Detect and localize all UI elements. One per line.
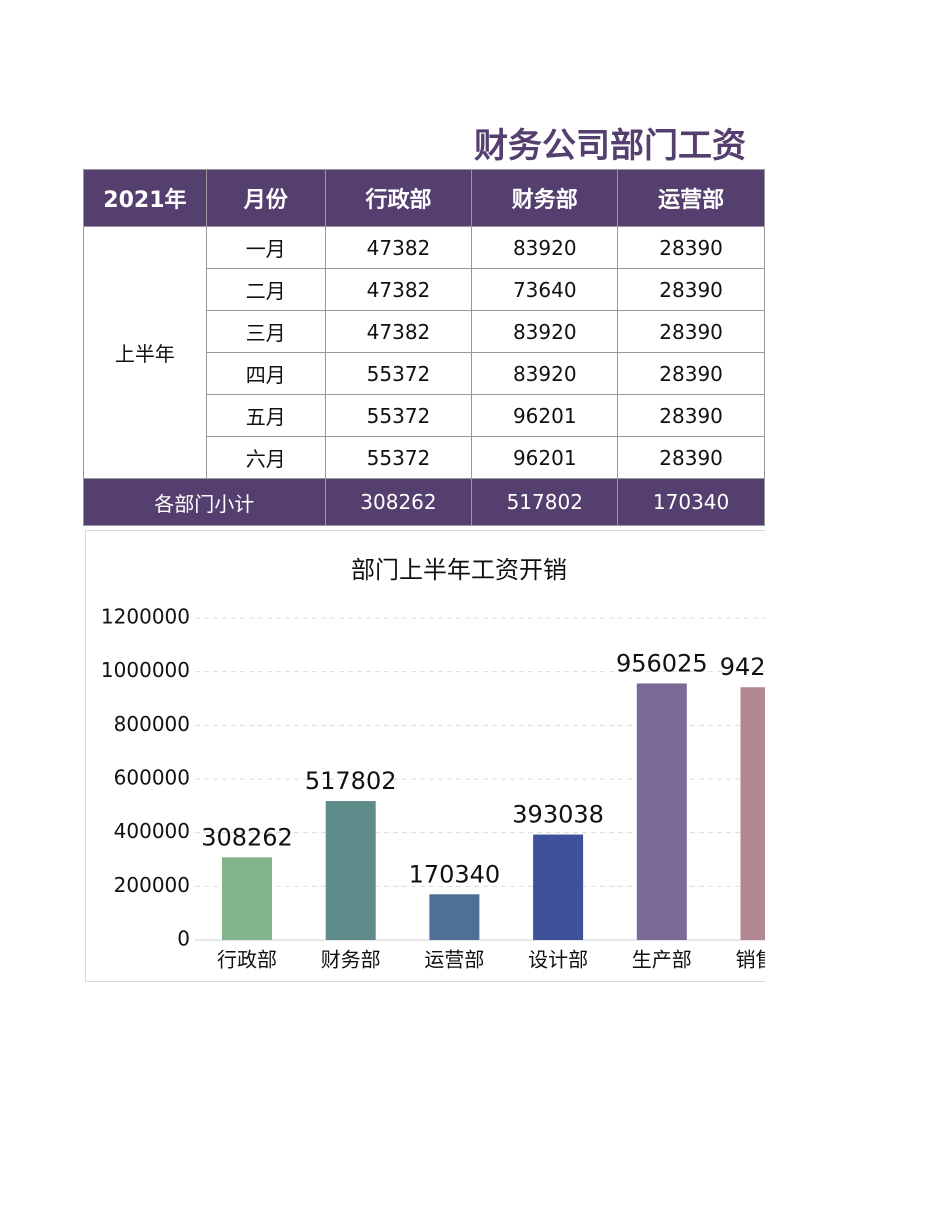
subtotal-cell: 517802 (471, 478, 619, 526)
bar (222, 857, 272, 940)
subtotal-row: 各部门小计 308262 517802 170340 (83, 478, 765, 526)
data-label: 393038 (512, 801, 604, 829)
chart-title: 部门上半年工资开销 (351, 556, 567, 584)
y-tick-label: 0 (177, 927, 190, 951)
data-label: 170340 (409, 860, 501, 888)
value-cell: 73640 (471, 268, 619, 311)
value-cell: 96201 (471, 436, 619, 479)
header-cell: 月份 (205, 169, 326, 227)
y-tick-label: 400000 (114, 819, 190, 843)
month-cell: 一月 (205, 226, 326, 269)
group-cell: 上半年 (83, 226, 207, 479)
header-row: 2021年 月份 行政部 财务部 运营部 (83, 169, 765, 227)
bar (533, 834, 584, 940)
x-tick-label: 设计部 (528, 948, 588, 972)
value-cell: 28390 (617, 352, 765, 395)
month-cell: 四月 (205, 352, 326, 395)
salary-table: 2021年 月份 行政部 财务部 运营部 上半年 一月 47382 83920 28390 二月 47… (83, 169, 765, 526)
month-cell: 二月 (205, 268, 326, 311)
value-cell: 28390 (617, 436, 765, 479)
value-cell: 28390 (617, 226, 765, 269)
bar (740, 687, 765, 940)
header-cell: 2021年 (83, 169, 207, 227)
data-label: 517802 (305, 767, 397, 795)
y-tick-label: 1000000 (101, 658, 190, 682)
header-cell: 运营部 (617, 169, 765, 227)
data-row: 六月 55372 96201 28390 (84, 436, 765, 479)
data-row: 上半年 一月 47382 83920 28390 (83, 226, 765, 479)
bar (429, 894, 480, 940)
data-label: 942000 (720, 653, 765, 681)
chart: 部门上半年工资开销 0 200000 400000 600000 800000 10000… (101, 556, 766, 972)
data-row: 四月 55372 83920 28390 (84, 352, 765, 395)
sheet-title: 财务公司部门工资 (474, 126, 746, 166)
data-label: 956025 (616, 649, 708, 677)
bar (636, 683, 687, 940)
data-label: 308262 (201, 823, 293, 851)
subtotal-cell: 308262 (324, 478, 473, 526)
month-cell: 三月 (205, 310, 326, 353)
chart-frame (85, 530, 765, 982)
x-tick-label: 行政部 (217, 948, 277, 972)
x-tick-label: 财务部 (321, 948, 381, 972)
subtotal-cell: 170340 (617, 478, 765, 526)
bar (325, 801, 376, 940)
x-tick-label: 生产部 (632, 948, 692, 972)
value-cell: 96201 (471, 394, 619, 437)
sheet: 财务公司部门工资 2021年 月份 行政部 财务部 运营部 上半年 一月 47382 83920… (83, 126, 766, 982)
value-cell: 55372 (324, 352, 473, 395)
subtotal-label: 各部门小计 (83, 478, 326, 526)
value-cell: 28390 (617, 394, 765, 437)
value-cell: 47382 (324, 310, 473, 353)
value-cell: 83920 (471, 226, 619, 269)
month-cell: 六月 (205, 436, 326, 479)
x-tick-label: 运营部 (424, 948, 484, 972)
header-cell: 行政部 (324, 169, 473, 227)
y-tick-label: 600000 (114, 766, 190, 790)
value-cell: 83920 (471, 310, 619, 353)
y-tick-label: 800000 (114, 712, 190, 736)
data-row: 二月 47382 73640 28390 (84, 268, 765, 311)
y-tick-label: 200000 (114, 873, 190, 897)
value-cell: 47382 (324, 268, 473, 311)
x-tick-label: 销售部 (736, 948, 766, 972)
value-cell: 83920 (471, 352, 619, 395)
y-tick-label: 1200000 (101, 605, 190, 629)
value-cell: 28390 (617, 268, 765, 311)
